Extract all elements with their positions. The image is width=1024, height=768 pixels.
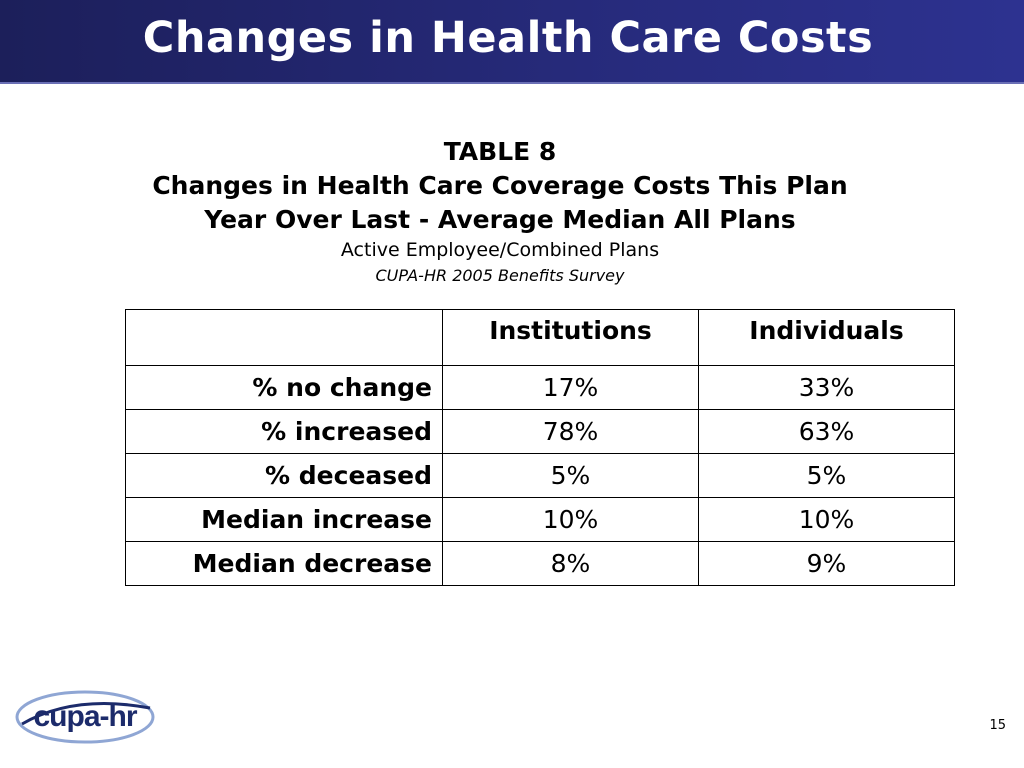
table-row: Median increase 10% 10% — [125, 497, 955, 542]
cell-individuals: 10% — [698, 497, 955, 542]
cell-individuals: 63% — [698, 409, 955, 454]
logo-text: cupa-hr — [33, 700, 137, 733]
table-label: TABLE 8 — [443, 137, 557, 166]
table-row: % deceased 5% 5% — [125, 453, 955, 498]
table-row: % increased 78% 63% — [125, 409, 955, 454]
table-subtitle: Active Employee/Combined Plans — [340, 239, 660, 261]
table-title-line-1: Changes in Health Care Coverage Costs Th… — [152, 171, 848, 200]
cell-institutions: 10% — [442, 497, 699, 542]
data-table: Institutions Individuals % no change 17%… — [125, 309, 955, 586]
table-row: % no change 17% 33% — [125, 365, 955, 410]
table-source: CUPA-HR 2005 Benefits Survey — [375, 266, 625, 285]
row-label: Median increase — [125, 497, 443, 542]
column-header-individuals: Individuals — [698, 309, 955, 366]
slide-header: Changes in Health Care Costs — [0, 0, 1024, 84]
column-header-blank — [125, 309, 443, 366]
row-label: % increased — [125, 409, 443, 454]
cell-individuals: 9% — [698, 541, 955, 586]
cell-institutions: 17% — [442, 365, 699, 410]
cell-individuals: 5% — [698, 453, 955, 498]
column-header-institutions: Institutions — [442, 309, 699, 366]
cupa-hr-logo: cupa-hr — [15, 690, 155, 744]
cell-institutions: 8% — [442, 541, 699, 586]
row-label: % no change — [125, 365, 443, 410]
table-row: Median decrease 8% 9% — [125, 541, 955, 586]
row-label: Median decrease — [125, 541, 443, 586]
table-title-line-2: Year Over Last - Average Median All Plan… — [204, 205, 796, 234]
logo-swoosh-icon — [15, 690, 155, 744]
table-header-row: Institutions Individuals — [125, 309, 955, 366]
cell-institutions: 78% — [442, 409, 699, 454]
logo-arc-icon — [21, 702, 151, 726]
cell-individuals: 33% — [698, 365, 955, 410]
slide-title: Changes in Health Care Costs — [142, 13, 874, 63]
page-number: 15 — [989, 718, 1006, 733]
row-label: % deceased — [125, 453, 443, 498]
cell-institutions: 5% — [442, 453, 699, 498]
